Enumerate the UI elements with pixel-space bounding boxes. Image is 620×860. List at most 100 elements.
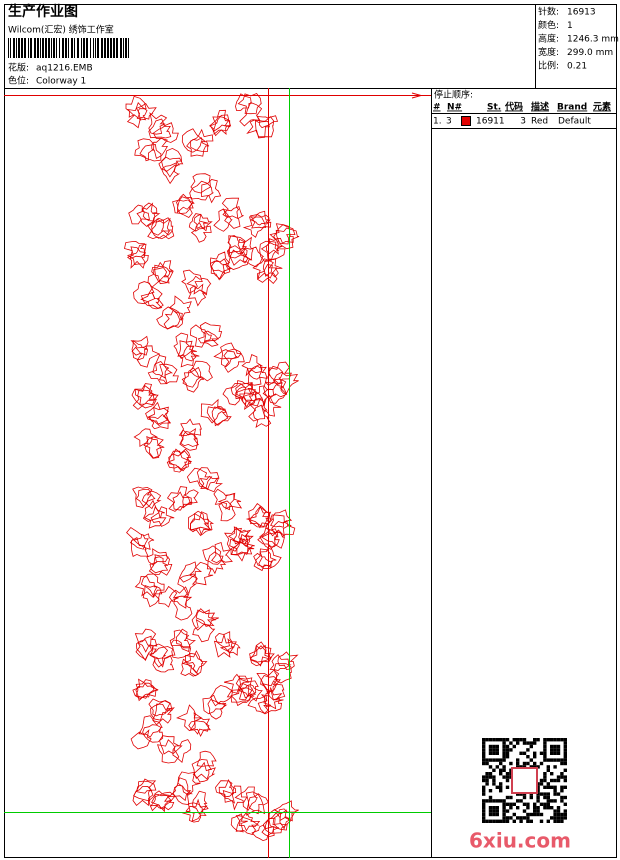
stitch-outline: [189, 511, 215, 536]
qr-cell: [553, 812, 557, 817]
stitch-outline: [151, 791, 176, 811]
stitch-outline: [188, 213, 209, 232]
qr-cell: [492, 819, 496, 823]
stitch-outline: [152, 122, 179, 143]
stitch-outline: [143, 506, 167, 529]
stitch-outline: [213, 208, 233, 232]
stitch-outline: [253, 552, 273, 572]
stitch-outline: [237, 684, 263, 702]
qr-cell: [512, 819, 516, 823]
row-brand: Default: [558, 117, 591, 127]
qr-cell: [546, 819, 550, 823]
stitch-outline: [178, 418, 202, 436]
stat-label: 比例:: [538, 60, 559, 72]
qr-cell: [505, 819, 510, 823]
qr-cell: [482, 792, 486, 796]
stitch-outline: [186, 137, 210, 157]
qr-cell: [495, 765, 499, 769]
qr-cell: [563, 748, 567, 752]
stitch-outline: [177, 196, 195, 214]
qr-cell: [516, 741, 520, 745]
stitch-outline: [202, 545, 224, 565]
stitch-outline: [145, 401, 169, 425]
stitch-outline: [231, 538, 253, 562]
stitch-outline: [255, 548, 277, 568]
barcode-bar: [97, 38, 99, 58]
stitch-outline: [269, 223, 296, 245]
qr-cell: [553, 785, 557, 789]
design-name: aq1216.EMB: [36, 64, 93, 74]
barcode-bar: [28, 38, 29, 58]
stitch-outline: [161, 161, 181, 185]
qr-cell: [553, 765, 557, 769]
qr-cell: [488, 765, 493, 769]
stitch-outline: [188, 510, 210, 533]
qr-cell: [488, 809, 493, 813]
qr-cell: [526, 741, 530, 745]
qr-cell: [536, 792, 540, 796]
qr-cell: [546, 768, 550, 772]
qr-cell: [482, 755, 486, 759]
stitch-outline: [163, 309, 184, 330]
qr-cell: [505, 785, 510, 789]
qr-cell: [543, 738, 547, 742]
qr-cell: [563, 816, 567, 820]
qr-cell: [482, 806, 486, 810]
qr-cell: [522, 741, 527, 745]
qr-cell: [526, 812, 530, 817]
guide-arrow: [411, 92, 423, 99]
qr-cell: [550, 744, 554, 749]
qr-cell: [512, 738, 516, 742]
qr-cell: [502, 748, 506, 752]
row-code: 3: [520, 117, 526, 127]
stitch-outline: [269, 654, 292, 671]
qr-cell: [482, 758, 486, 762]
qr-cell: [536, 806, 540, 810]
barcode-bar: [104, 38, 106, 58]
qr-cell: [556, 738, 561, 742]
stitch-outline: [130, 729, 152, 750]
stitch-outline: [192, 790, 209, 815]
design-label: 花版:: [8, 62, 29, 74]
qr-cell: [550, 738, 554, 742]
stitch-outline: [211, 258, 231, 280]
qr-cell: [522, 765, 527, 769]
barcode-bar: [125, 38, 127, 58]
qr-cell: [495, 738, 499, 742]
stitch-outline: [132, 785, 154, 807]
stitch-outline: [246, 119, 270, 139]
stitch-outline: [132, 389, 157, 410]
qr-cell: [519, 792, 523, 796]
stitch-outline: [157, 739, 180, 764]
stitch-outline: [148, 698, 173, 717]
stitch-outline: [158, 363, 179, 385]
qr-cell: [499, 772, 503, 776]
qr-cell: [553, 738, 557, 742]
barcode-bar: [101, 38, 103, 58]
stitch-outline: [260, 242, 286, 261]
qr-cell: [526, 819, 530, 823]
qr-cell: [485, 772, 489, 776]
qr-cell: [495, 799, 499, 803]
row-needle: 3: [446, 117, 452, 127]
qr-cell: [550, 748, 554, 752]
stitch-outline: [184, 650, 208, 674]
qr-cell: [563, 785, 567, 789]
qr-cell: [482, 812, 486, 817]
qr-cell: [526, 755, 530, 759]
barcode-bar: [56, 38, 57, 58]
stitch-outline: [159, 735, 183, 755]
stitch-outline: [235, 382, 260, 405]
stitch-outline: [150, 506, 175, 527]
qr-cell: [526, 802, 530, 806]
qr-cell: [543, 792, 547, 796]
stat-label: 颜色:: [538, 19, 559, 31]
qr-cell: [550, 816, 554, 820]
barcode-bar: [123, 38, 124, 58]
qr-cell: [495, 758, 499, 762]
stitch-outline: [133, 281, 156, 305]
stitch-outline: [230, 536, 255, 555]
qr-cell: [563, 775, 567, 779]
qr-cell: [492, 744, 496, 749]
stitch-outline: [172, 739, 192, 764]
